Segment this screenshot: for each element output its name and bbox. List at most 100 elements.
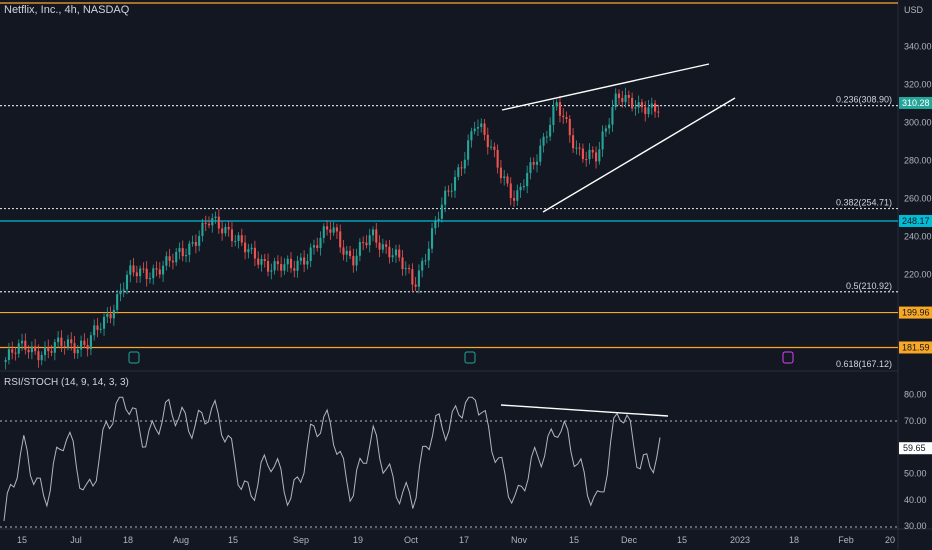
candle-body: [526, 173, 529, 187]
candle-body: [165, 256, 168, 266]
candle-body: [345, 250, 348, 255]
candle-body: [73, 343, 76, 354]
candle-body: [93, 325, 96, 336]
candle-body: [253, 247, 256, 259]
price-badge: [899, 96, 932, 109]
time-axis-label: Oct: [404, 535, 419, 545]
candle-body: [99, 328, 102, 330]
candle-body: [109, 313, 112, 319]
candle-body: [14, 352, 17, 354]
candle-body: [34, 346, 37, 352]
candle-body: [66, 339, 70, 348]
candle-body: [158, 269, 161, 275]
candle-body: [60, 337, 63, 347]
candle-body: [47, 347, 50, 352]
candle-body: [539, 145, 542, 162]
indicator-title[interactable]: RSI/STOCH (14, 9, 14, 3, 3): [4, 377, 129, 388]
candle-body: [296, 260, 299, 271]
candle-body: [63, 346, 66, 348]
candle-body: [155, 268, 158, 270]
price-badge-text: 310.28: [902, 98, 930, 108]
candle-body: [224, 226, 227, 234]
candle-body: [339, 231, 342, 248]
candle-body: [434, 220, 437, 229]
rsi-divergence-trendline[interactable]: [500, 404, 669, 417]
candle-body: [24, 340, 27, 350]
rsi-line[interactable]: [3, 396, 661, 521]
candle-body: [483, 123, 486, 135]
candle-body: [7, 349, 10, 360]
candle-body: [319, 237, 322, 249]
price-badge-text: 248.17: [902, 216, 930, 226]
price-tick-label: 240.00: [904, 232, 932, 242]
candle-body: [283, 264, 286, 271]
candle-body: [207, 223, 211, 226]
candle-body: [506, 176, 509, 184]
candle-body: [404, 268, 407, 270]
candle-body: [273, 261, 276, 271]
candle-body: [37, 351, 40, 361]
candle-body: [581, 148, 584, 160]
candle-body: [89, 335, 92, 350]
candle-body: [654, 103, 657, 112]
candle-body: [486, 134, 489, 148]
candle-body: [490, 146, 493, 148]
candle-body: [270, 270, 273, 272]
candle-body: [96, 325, 99, 330]
price-badge: [899, 341, 932, 354]
time-axis-label: 15: [569, 535, 579, 545]
candle-body: [221, 228, 224, 234]
candle-body: [414, 284, 417, 287]
candle-body: [50, 351, 53, 353]
dividend-marker-jan[interactable]: [782, 351, 794, 364]
indicator-pane[interactable]: [0, 396, 898, 528]
candle-body: [391, 255, 394, 258]
candle-body: [188, 243, 191, 255]
fib-label: 0.236(308.90): [836, 95, 892, 105]
candle-body: [191, 242, 194, 244]
candle-body: [306, 260, 309, 265]
candle-body: [509, 183, 512, 199]
candle-body: [627, 94, 630, 98]
candle-body: [522, 186, 525, 188]
fib-label: 0.618(167.12): [836, 359, 892, 369]
candle-body: [624, 94, 627, 103]
candle-body: [40, 355, 43, 361]
time-axis-label: Sep: [293, 535, 309, 545]
candle-body: [168, 256, 171, 261]
candle-body: [152, 268, 155, 279]
candle-body: [375, 229, 378, 243]
candle-body: [11, 349, 14, 353]
wedge-upper-trendline[interactable]: [501, 63, 710, 111]
candle-body: [280, 264, 283, 271]
candle-body: [362, 242, 365, 244]
candle-body: [578, 147, 581, 149]
candle-body: [398, 249, 401, 258]
candle-body: [198, 235, 201, 246]
earnings-marker-jul[interactable]: [128, 351, 140, 364]
indicator-tick-label: 30.00: [904, 521, 927, 531]
price-pane[interactable]: 0.236(308.90) 0.382(254.71) 0.5(210.92) 0.6…: [0, 2, 898, 370]
candle-body: [463, 159, 466, 169]
candle-body: [499, 167, 502, 179]
candle-body: [299, 257, 302, 261]
candle-body: [263, 258, 266, 262]
wedge-lower-trendline[interactable]: [542, 97, 736, 213]
candle-body: [76, 349, 79, 354]
candle-body: [457, 167, 460, 177]
candle-body: [598, 149, 601, 162]
price-tick-label: 300.00: [904, 118, 932, 128]
candle-body: [604, 128, 607, 132]
candle-body: [57, 337, 60, 343]
indicator-tick-label: 80.00: [904, 390, 927, 400]
time-axis-label: Feb: [838, 535, 854, 545]
earnings-marker-oct[interactable]: [464, 351, 476, 364]
candle-body: [227, 226, 230, 230]
candle-body: [493, 146, 496, 150]
fib-label: 0.5(210.92): [846, 281, 892, 291]
time-axis-label: 18: [789, 535, 799, 545]
candle-body: [322, 226, 325, 238]
symbol-title[interactable]: Netflix, Inc., 4h, NASDAQ: [4, 4, 130, 16]
